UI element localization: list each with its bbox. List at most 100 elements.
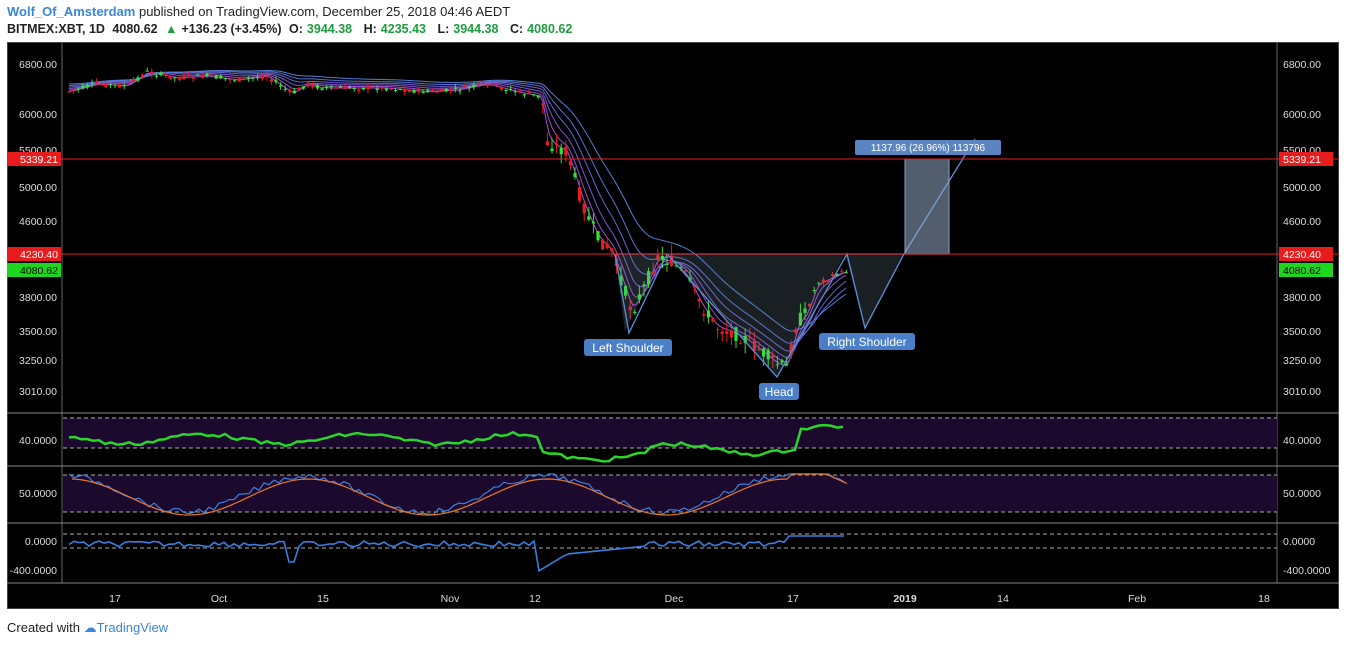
candle-body — [835, 274, 839, 276]
candle-body — [205, 73, 209, 76]
candle-body — [352, 87, 356, 90]
time-tick-feb: Feb — [1128, 593, 1146, 605]
osc-pane[interactable]: 0.0000 -400.0000 0.0000 -400.0000 — [10, 533, 1331, 577]
symbol-info: BITMEX:XBT, 1D 4080.62 ▲ +136.23 (+3.45%)… — [7, 22, 580, 36]
candle-body — [256, 77, 260, 79]
right-tick-6800: 6800.00 — [1283, 59, 1321, 71]
candle-body — [591, 221, 595, 224]
candle-body — [118, 84, 122, 88]
candle-body — [693, 286, 697, 288]
candle-body — [412, 89, 416, 93]
candle-body — [467, 86, 471, 89]
candle-body — [237, 77, 241, 82]
right-tick-3500: 3500.00 — [1283, 326, 1321, 338]
candle-body — [794, 329, 798, 333]
candle-body — [541, 103, 545, 105]
candle-body — [775, 364, 779, 366]
right-tick-6000: 6000.00 — [1283, 109, 1321, 121]
left-tick-3250: 3250.00 — [19, 355, 57, 367]
time-tick-15: 15 — [317, 593, 329, 605]
candle-body — [417, 88, 421, 91]
time-tick-dec: Dec — [665, 593, 684, 605]
svg-text:4230.40: 4230.40 — [1283, 249, 1321, 261]
time-tick-17b: 17 — [787, 593, 799, 605]
candle-body — [679, 267, 683, 269]
low-label: L: 3944.38 — [437, 22, 499, 36]
candle-body — [578, 187, 582, 201]
candle-body — [513, 91, 517, 93]
candle-body — [210, 74, 214, 76]
stoch-tick-right: 50.0000 — [1283, 488, 1321, 500]
author-link[interactable]: Wolf_Of_Amsterdam — [7, 4, 136, 19]
pattern-line[interactable] — [614, 138, 976, 379]
candle-body — [642, 284, 646, 287]
candle-body — [371, 86, 375, 88]
published-text: published on TradingView.com, December 2… — [138, 4, 511, 19]
candle-body — [311, 84, 315, 88]
candle-body — [674, 265, 678, 267]
tradingview-link[interactable]: TradingView — [96, 620, 169, 635]
candle-body — [716, 329, 720, 331]
candle-body — [559, 147, 563, 155]
candle-body — [283, 88, 287, 90]
left-tick-3800: 3800.00 — [19, 292, 57, 304]
candle-body — [803, 308, 807, 313]
candle-body — [246, 77, 250, 79]
target-box[interactable] — [904, 158, 950, 255]
candle-body — [752, 340, 756, 351]
left-shoulder-area — [615, 254, 662, 332]
candle-body — [444, 88, 448, 92]
candle-body — [403, 89, 407, 92]
badge-4230-left: 4230.40 — [7, 247, 61, 261]
candle-body — [481, 82, 485, 84]
time-tick-2019: 2019 — [893, 593, 917, 605]
measure-label[interactable]: 1137.96 (26.96%) 113796 — [855, 140, 1001, 155]
candle-body — [187, 74, 191, 76]
candle-body — [472, 84, 476, 88]
badge-last-right: 4080.62 — [1279, 263, 1333, 277]
candle-body — [182, 75, 186, 79]
candle-body — [430, 90, 434, 92]
candle-body — [136, 77, 140, 81]
candle-body — [757, 349, 761, 351]
ema-line — [68, 71, 847, 358]
ema-ribbon — [68, 70, 847, 367]
candle-body — [292, 90, 296, 94]
candle-body — [113, 84, 117, 86]
candle-body — [131, 79, 135, 82]
candle-body — [780, 360, 784, 363]
candle-body — [798, 312, 802, 326]
candle-body — [490, 83, 494, 85]
candle-body — [573, 172, 577, 177]
badge-5339-left: 5339.21 — [7, 152, 61, 166]
time-tick-oct: Oct — [211, 593, 227, 605]
right-tick-4600: 4600.00 — [1283, 216, 1321, 228]
candle-body — [168, 75, 172, 79]
osc-tick-0-left: 0.0000 — [25, 536, 57, 548]
candle-body — [343, 86, 347, 90]
candle-body — [338, 86, 342, 88]
candle-body — [288, 90, 292, 92]
candle-body — [127, 82, 131, 84]
svg-text:5339.21: 5339.21 — [1283, 154, 1321, 166]
symbol-label[interactable]: BITMEX:XBT, 1D — [7, 22, 105, 36]
chart-area[interactable]: Left Shoulder Head Right Shoulder 1137.9… — [7, 42, 1339, 609]
label-right-shoulder[interactable]: Right Shoulder — [819, 333, 915, 350]
right-tick-3010: 3010.00 — [1283, 386, 1321, 398]
footer: Created with ☁TradingView — [7, 620, 168, 636]
candle-body — [260, 76, 264, 79]
candle-body — [85, 84, 89, 88]
stoch-pane[interactable]: 50.0000 50.0000 — [19, 473, 1321, 516]
right-tick-5000: 5000.00 — [1283, 182, 1321, 194]
candle-body — [532, 94, 536, 96]
svg-text:4230.40: 4230.40 — [20, 249, 58, 261]
rsi-pane[interactable]: 40.0000 40.0000 — [19, 417, 1321, 463]
candle-body — [711, 318, 715, 322]
candle-body — [601, 239, 605, 250]
label-left-shoulder[interactable]: Left Shoulder — [584, 339, 672, 356]
candle-body — [251, 77, 255, 79]
label-head[interactable]: Head — [759, 383, 799, 400]
chart-svg[interactable]: Left Shoulder Head Right Shoulder 1137.9… — [7, 42, 1339, 609]
time-tick-18: 18 — [1258, 593, 1270, 605]
price-pane[interactable] — [7, 67, 1339, 379]
